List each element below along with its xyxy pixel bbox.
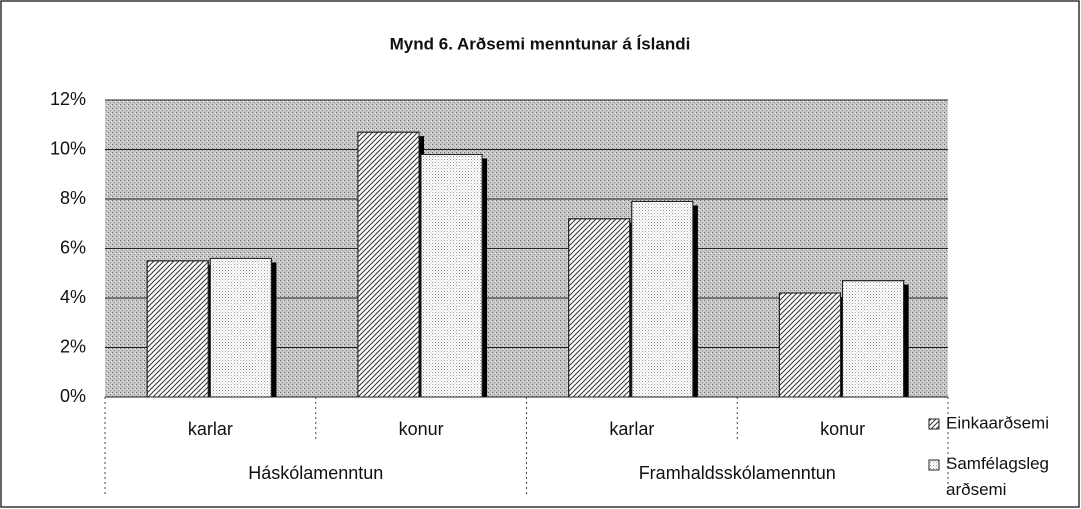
bar-shadow: [271, 262, 277, 397]
y-tick-label: 10%: [50, 138, 86, 158]
bar-pattern: [357, 131, 420, 398]
bar-pattern: [778, 292, 842, 398]
bar-pattern: [842, 280, 905, 398]
group-label: Háskólamenntun: [248, 463, 383, 483]
bar-shadow: [482, 158, 488, 397]
chart-title: Mynd 6. Arðsemi menntunar á Íslandi: [390, 34, 691, 53]
y-tick-label: 4%: [60, 287, 86, 307]
group-label: Framhaldsskólamenntun: [639, 463, 836, 483]
y-tick-label: 8%: [60, 188, 86, 208]
x-tick-label: konur: [820, 419, 865, 439]
bar-pattern: [631, 200, 694, 398]
bar-pattern: [146, 260, 209, 398]
bar-shadow: [692, 205, 698, 397]
x-tick-label: konur: [399, 419, 444, 439]
bar-pattern: [420, 153, 483, 398]
bar-shadow: [903, 284, 909, 397]
y-tick-label: 12%: [50, 89, 86, 109]
y-tick-label: 0%: [60, 386, 86, 406]
x-tick-label: karlar: [188, 419, 233, 439]
legend-swatch-pattern: [928, 459, 940, 471]
bar-pattern: [209, 257, 272, 398]
y-tick-label: 6%: [60, 237, 86, 257]
x-tick-label: karlar: [609, 419, 654, 439]
legend-label: Einkaarðsemi: [946, 413, 1049, 432]
legend-label: Samfélagsleg arðsemi: [946, 454, 1049, 499]
bar-pattern: [568, 218, 631, 398]
legend-swatch-pattern: [928, 418, 940, 430]
y-tick-label: 2%: [60, 336, 86, 356]
